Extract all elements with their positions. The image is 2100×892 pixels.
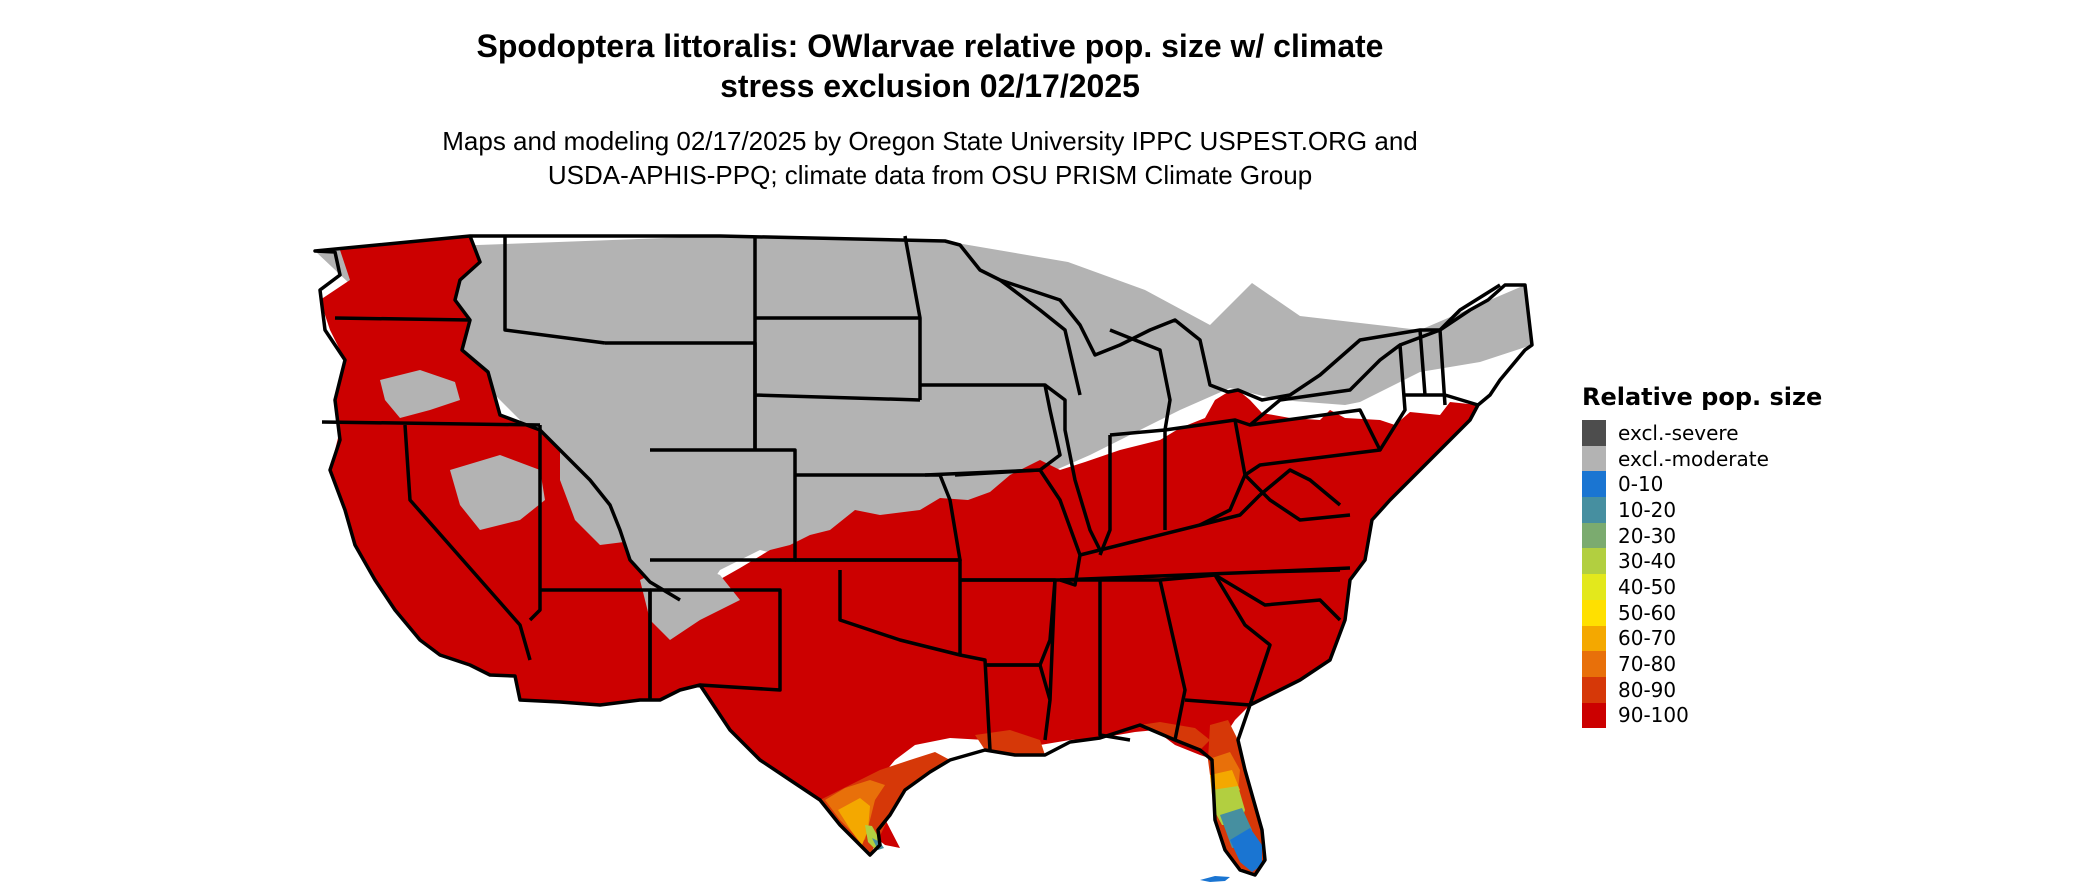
- legend-item: 10-20: [1582, 497, 1822, 523]
- border-montana: [503, 236, 606, 345]
- legend-swatch: [1582, 471, 1606, 498]
- legend-item: excl.-severe: [1582, 420, 1822, 446]
- legend-title: Relative pop. size: [1582, 383, 1823, 411]
- legend-label: 50-60: [1618, 600, 1677, 625]
- population-10-20-texas-tip: [872, 838, 884, 850]
- legend-swatch: [1582, 420, 1606, 446]
- legend-swatch: [1582, 702, 1606, 729]
- border-newyork: [1248, 343, 1407, 451]
- population-90-100-region: [315, 236, 1478, 848]
- border-nevada-california: [403, 424, 532, 661]
- legend-item: 40-50: [1582, 574, 1822, 600]
- legend-swatch: [1582, 625, 1606, 652]
- legend-swatch: [1582, 497, 1606, 523]
- legend-label: 20-30: [1618, 523, 1677, 548]
- legend-label: 90-100: [1618, 703, 1689, 728]
- population-60-70-texas-tip: [838, 798, 870, 845]
- excluded-moderate-patch-newmexico: [640, 560, 740, 640]
- legend-swatch: [1582, 651, 1606, 677]
- legend-items: excl.-severe excl.-moderate 0-10 10-20 20-30…: [1582, 420, 1822, 729]
- legend-item: 80-90: [1582, 676, 1822, 703]
- border-oklahoma: [780, 558, 962, 657]
- legend-label: 70-80: [1618, 652, 1677, 677]
- population-0-10-florida: [1230, 828, 1262, 872]
- population-0-10-florida-keys: [1200, 876, 1230, 882]
- border-dakotas-east: [903, 235, 922, 400]
- legend-swatch: [1582, 522, 1606, 549]
- legend-swatch: [1582, 445, 1606, 472]
- map-subtitle: Maps and modeling 02/17/2025 by Oregon S…: [300, 124, 1560, 192]
- legend-swatch: [1582, 676, 1606, 703]
- border-colorado: [650, 448, 797, 562]
- legend-item: 20-30: [1582, 522, 1822, 549]
- map-legend: Relative pop. size excl.-severe excl.-mod…: [1582, 382, 1823, 729]
- us-outline: [313, 234, 1534, 877]
- legend-label: 80-90: [1618, 677, 1677, 702]
- legend-item: 0-10: [1582, 471, 1822, 498]
- border-wisconsin-michigan: [998, 278, 1172, 431]
- legend-item: excl.-moderate: [1582, 445, 1822, 472]
- legend-label: 40-50: [1618, 574, 1677, 599]
- legend-label: excl.-severe: [1618, 420, 1739, 445]
- legend-item: 90-100: [1582, 702, 1822, 729]
- legend-label: 30-40: [1618, 549, 1677, 574]
- legend-swatch: [1582, 574, 1606, 600]
- border-dakotas: [753, 236, 921, 450]
- map-subtitle-line-2: USDA-APHIS-PPQ; climate data from OSU PR…: [547, 160, 1313, 190]
- excluded-moderate-patch-oregon: [380, 370, 460, 418]
- map-title: Spodoptera littoralis: OWlarvae relative…: [300, 26, 1560, 106]
- border-carolinas: [1214, 566, 1351, 622]
- map-title-line-1: Spodoptera littoralis: OWlarvae relative…: [476, 28, 1384, 64]
- legend-label: 0-10: [1618, 472, 1664, 497]
- border-new-england: [1399, 283, 1501, 407]
- us-population-map: [313, 234, 1534, 882]
- border-texas-east: [959, 653, 992, 751]
- excluded-moderate-patch-utah: [560, 430, 660, 545]
- state-borders: [313, 234, 1534, 877]
- legend-label: 60-70: [1618, 626, 1677, 651]
- legend-swatch: [1582, 599, 1606, 626]
- legend-label: 10-20: [1618, 497, 1677, 522]
- legend-item: 50-60: [1582, 599, 1822, 626]
- map-title-line-2: stress exclusion 02/17/2025: [720, 68, 1140, 104]
- border-louisiana-mississippi: [985, 579, 1057, 741]
- border-oregon-california: [321, 420, 541, 427]
- excluded-moderate-patch-nevada: [450, 455, 545, 530]
- border-washington-oregon: [334, 316, 471, 322]
- legend-item: 60-70: [1582, 625, 1822, 652]
- legend-label: excl.-moderate: [1618, 446, 1769, 471]
- population-80-90-gulf-coast: [975, 730, 1045, 755]
- border-north-south-western: [453, 235, 681, 602]
- border-virginias: [1243, 468, 1351, 522]
- map-subtitle-line-1: Maps and modeling 02/17/2025 by Oregon S…: [442, 126, 1418, 156]
- legend-item: 70-80: [1582, 651, 1822, 677]
- legend-item: 30-40: [1582, 548, 1822, 575]
- legend-swatch: [1582, 548, 1606, 575]
- border-pennsylvania: [1234, 408, 1382, 477]
- border-newmexico-texas: [650, 588, 782, 692]
- border-nevada-east: [528, 425, 542, 622]
